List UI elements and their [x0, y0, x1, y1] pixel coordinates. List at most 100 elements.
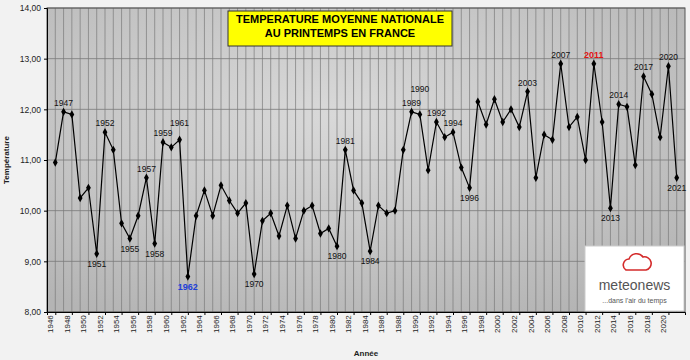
tick: 8,00 — [24, 307, 47, 317]
tick-mark — [337, 312, 338, 315]
tick: 2014 — [609, 312, 619, 333]
tick-label: 2002 — [510, 315, 519, 333]
point — [649, 90, 654, 98]
point — [633, 161, 638, 169]
annotation: 2021 — [667, 183, 686, 193]
point — [219, 181, 224, 189]
point — [583, 156, 588, 164]
title: TEMPERATURE MOYENNE NATIONALEAU PRINTEMP… — [228, 11, 452, 46]
tick-label: 1962 — [179, 315, 188, 333]
annotation: 1952 — [96, 118, 115, 128]
tick-label: 1950 — [79, 315, 88, 333]
tick-mark — [486, 312, 487, 315]
annotation: 1970 — [245, 279, 264, 289]
tick: 14,00 — [20, 3, 47, 13]
point — [542, 131, 547, 139]
logo-icon — [623, 254, 651, 270]
point — [674, 174, 679, 182]
tick-label: 2014 — [609, 315, 618, 333]
tick-mark — [271, 312, 272, 315]
point — [185, 272, 190, 280]
tick-label: 2006 — [543, 315, 552, 333]
grid-line-y — [47, 210, 685, 211]
tick-label: 1996 — [460, 315, 469, 333]
tick: 1966 — [212, 312, 222, 333]
point — [69, 110, 74, 118]
point — [500, 118, 505, 126]
point — [202, 186, 207, 194]
point — [268, 209, 273, 217]
tick-mark — [387, 312, 388, 315]
tick-mark — [44, 211, 47, 212]
point — [243, 199, 248, 207]
annotation: 2017 — [634, 62, 653, 72]
tick: 2018 — [643, 312, 653, 333]
tick: 1948 — [63, 312, 73, 333]
tick-mark — [420, 312, 421, 315]
annotation: 1947 — [54, 98, 73, 108]
tick-label: 2008 — [560, 315, 569, 333]
tick: 2002 — [510, 312, 520, 333]
tick-label: 1992 — [427, 315, 436, 333]
plot-frame — [47, 8, 685, 312]
tick: 2000 — [493, 312, 503, 333]
point — [475, 98, 480, 106]
point — [161, 138, 166, 146]
point — [335, 242, 340, 250]
tick: 1946 — [46, 312, 56, 333]
tick-label: 1994 — [444, 315, 453, 333]
tick-label: 1998 — [477, 315, 486, 333]
tick: 1990 — [411, 312, 421, 333]
tick: 13,00 — [20, 54, 47, 64]
point — [194, 212, 199, 220]
point — [351, 186, 356, 194]
point — [260, 217, 265, 225]
point — [326, 224, 331, 232]
tick-mark — [668, 312, 669, 315]
tick-mark — [619, 312, 620, 315]
tick: 1978 — [311, 312, 321, 333]
annotation: 1957 — [137, 164, 156, 174]
tick-label: 1964 — [195, 315, 204, 333]
tick: 1962 — [179, 312, 189, 333]
point — [608, 204, 613, 212]
annotation: 1955 — [120, 244, 139, 254]
tick-label: 2018 — [643, 315, 652, 333]
annotation: 1992 — [427, 108, 446, 118]
annotation: 2003 — [518, 78, 537, 88]
point — [442, 133, 447, 141]
point — [492, 95, 497, 103]
point — [567, 123, 572, 131]
annotation: 1980 — [328, 251, 347, 261]
tick-mark — [403, 312, 404, 315]
tick-label: 10,00 — [20, 206, 42, 216]
tick-label: 1978 — [311, 315, 320, 333]
tick-mark — [519, 312, 520, 315]
point — [103, 128, 108, 136]
tick-label: 1988 — [394, 315, 403, 333]
tick-label: 2004 — [527, 315, 536, 333]
tick-label: 1984 — [361, 315, 370, 333]
point — [393, 207, 398, 215]
tick-mark — [304, 312, 305, 315]
tick: 1976 — [295, 312, 305, 333]
tick: 1986 — [377, 312, 387, 333]
tick-mark — [122, 312, 123, 315]
axis-line — [44, 9, 48, 313]
annotation: 2014 — [609, 90, 628, 100]
point — [368, 247, 373, 255]
y-axis: 8,009,0010,0011,0012,0013,0014,00 — [20, 3, 48, 317]
tick-mark — [204, 312, 205, 315]
logo-box — [585, 246, 684, 311]
point — [127, 234, 132, 242]
tick-mark — [221, 312, 222, 315]
tick-label: 2010 — [576, 315, 585, 333]
annotation: 1989 — [402, 98, 421, 108]
point — [252, 270, 257, 278]
tick-mark — [171, 312, 172, 315]
title-text: AU PRINTEMPS EN FRANCE — [265, 27, 415, 39]
point — [533, 174, 538, 182]
point — [94, 250, 99, 258]
annotation: 1961 — [170, 118, 189, 128]
annotation: 2011 — [584, 50, 604, 60]
